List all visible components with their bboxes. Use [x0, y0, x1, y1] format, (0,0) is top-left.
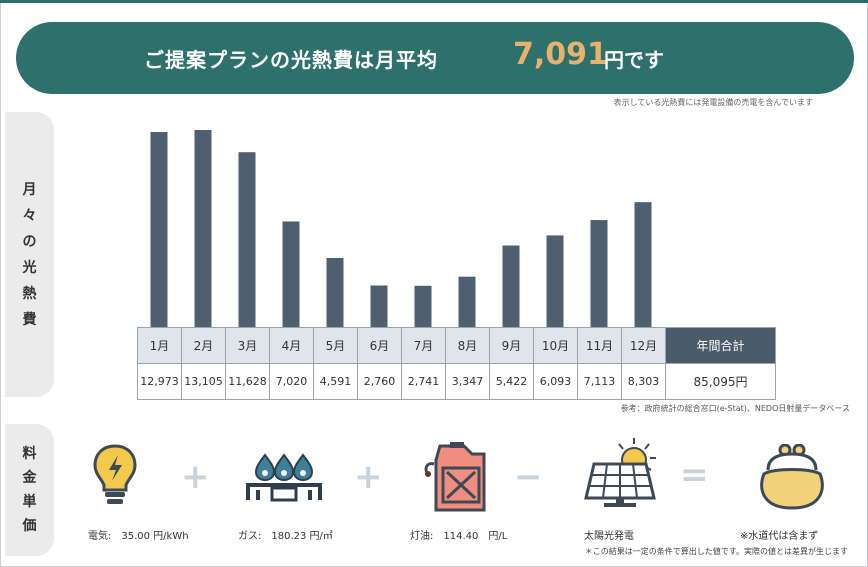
gas-price-label: ガス: — [238, 531, 262, 542]
side-char: 月 — [22, 181, 37, 198]
plus-operator: + — [181, 457, 210, 497]
month-value-cell: 6,093 — [533, 363, 578, 400]
kerosene-price-label: 灯油: — [410, 531, 434, 542]
water-excluded-note: ※水道代は含まず — [740, 531, 819, 542]
electricity-price-label: 電気: — [88, 531, 112, 542]
banner-unit: 円です — [604, 48, 664, 72]
disclaimer-footnote: ＊この結果は一定の条件で算出した値です。実際の値とは差異が生じます — [584, 547, 848, 556]
gas-price: ガス: 180.23 円/㎥ — [238, 527, 333, 542]
month-value-cell: 3,347 — [445, 363, 490, 400]
month-header-cell: 6月 — [357, 327, 402, 364]
month-value-cell: 7,020 — [269, 363, 314, 400]
month-value-cell: 8,303 — [621, 363, 666, 400]
month-header-cell: 5月 — [313, 327, 358, 364]
annual-total-header: 年間合計 — [665, 327, 776, 364]
bar-7月 — [414, 285, 432, 327]
month-value-cell: 11,628 — [225, 363, 270, 400]
minus-operator: − — [514, 457, 543, 497]
fuel-can-icon — [424, 442, 486, 512]
month-value-row: 12,973 13,105 11,628 7,020 4,591 2,760 2,741 3,… — [137, 363, 776, 400]
kerosene-price-value: 114.40 円/L — [443, 531, 508, 542]
side-char: 料 — [22, 446, 37, 462]
month-value-cell: 7,113 — [577, 363, 622, 400]
side-char: の — [22, 233, 37, 250]
sell-power-note: 表示している光熱費には発電設備の売電を含んでいます — [613, 98, 813, 107]
month-header-cell: 7月 — [401, 327, 446, 364]
month-header-cell: 12月 — [621, 327, 666, 364]
bar-4月 — [282, 221, 300, 327]
bar-3月 — [238, 152, 256, 327]
side-char: 々 — [22, 207, 37, 224]
side-char: 光 — [22, 259, 37, 276]
side-char: 熱 — [22, 285, 37, 302]
month-value-cell: 2,741 — [401, 363, 446, 400]
bar-5月 — [326, 257, 344, 327]
source-note: 参考：政府統計の総合窓口(e-Stat)、NEDO日射量データベース — [620, 404, 850, 413]
month-header-cell: 11月 — [577, 327, 622, 364]
month-header-row: 1月 2月 3月 4月 5月 6月 7月 8月 9月 10月 11月 12月 年間合計 — [137, 327, 776, 364]
month-value-cell: 2,760 — [357, 363, 402, 400]
gas-burner-icon — [246, 453, 322, 502]
solar-label: 太陽光発電 — [584, 531, 634, 542]
banner-amount: 7,091 — [513, 37, 608, 72]
bar-10月 — [546, 235, 564, 327]
monthly-cost-table: 1月 2月 3月 4月 5月 6月 7月 8月 9月 10月 11月 12月 年間合計 12,973 13… — [137, 327, 776, 400]
month-header-cell: 4月 — [269, 327, 314, 364]
summary-banner: ご提案プランの光熱費は月平均 7,091 円です — [16, 22, 854, 94]
bar-8月 — [458, 276, 476, 327]
light-bulb-icon — [93, 444, 137, 504]
annual-total-value: 85,095円 — [665, 363, 776, 400]
gas-price-value: 180.23 円/㎥ — [271, 531, 333, 542]
bar-1月 — [150, 131, 168, 327]
bar-11月 — [590, 220, 608, 327]
side-char: 金 — [22, 470, 37, 486]
month-header-cell: 8月 — [445, 327, 490, 364]
monthly-cost-side-label: 月 々 の 光 熱 費 — [5, 112, 54, 397]
month-header-cell: 2月 — [181, 327, 226, 364]
unit-price-side-label: 料 金 単 価 — [5, 424, 54, 556]
side-char: 価 — [22, 518, 37, 534]
bar-6月 — [370, 285, 388, 327]
month-header-cell: 1月 — [137, 327, 182, 364]
month-value-cell: 12,973 — [137, 363, 182, 400]
month-value-cell: 4,591 — [313, 363, 358, 400]
side-char: 単 — [22, 494, 37, 510]
purse-icon — [760, 444, 824, 510]
bar-9月 — [502, 245, 520, 327]
electricity-price-value: 35.00 円/kWh — [121, 531, 189, 542]
top-rule — [0, 0, 868, 3]
bar-2月 — [194, 130, 212, 327]
side-char: 費 — [22, 311, 37, 328]
month-value-cell: 5,422 — [489, 363, 534, 400]
kerosene-price: 灯油: 114.40 円/L — [410, 527, 507, 542]
plus-operator: + — [354, 457, 383, 497]
solar-panel-icon — [584, 438, 656, 507]
monthly-bar-chart — [150, 130, 652, 327]
month-header-cell: 10月 — [533, 327, 578, 364]
electricity-price: 電気: 35.00 円/kWh — [88, 527, 189, 542]
month-header-cell: 9月 — [489, 327, 534, 364]
month-header-cell: 3月 — [225, 327, 270, 364]
month-value-cell: 13,105 — [181, 363, 226, 400]
equals-operator: = — [680, 455, 709, 495]
bar-12月 — [634, 202, 652, 327]
banner-lead: ご提案プランの光熱費は月平均 — [144, 48, 438, 72]
